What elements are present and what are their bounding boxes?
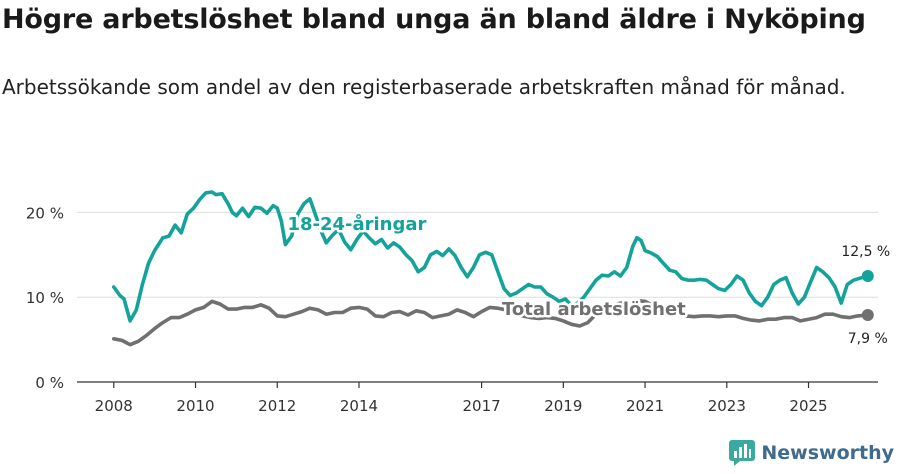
series-line <box>112 190 870 323</box>
x-tick-label: 2008 <box>95 397 133 415</box>
series-label-total: Total arbetslöshet <box>502 299 686 320</box>
x-tick-label: 2025 <box>789 397 827 415</box>
x-axis: 2008 2010 2012 2014 2017 2019 2021 2023 2025 <box>77 381 878 415</box>
y-tick-label: 10 % <box>26 289 64 307</box>
end-label-youth: 12,5 % <box>841 244 890 260</box>
y-axis-ticks: 0 % 10 % 20 % <box>26 204 64 392</box>
series-label-youth: 18-24-åringar <box>287 213 426 235</box>
brand: Newsworthy <box>729 440 894 466</box>
x-tick-label: 2017 <box>462 397 500 415</box>
y-tick-label: 0 % <box>35 374 64 392</box>
x-tick-label: 2019 <box>544 397 582 415</box>
newsworthy-logo-icon <box>729 440 756 466</box>
gridlines <box>77 211 878 298</box>
x-tick-label: 2012 <box>258 397 296 415</box>
x-tick-label: 2010 <box>176 397 214 415</box>
end-label-total: 7,9 % <box>848 331 888 347</box>
x-tick-label: 2021 <box>626 397 664 415</box>
series-line <box>112 298 870 347</box>
end-point-marker <box>861 309 874 322</box>
end-point-marker <box>861 270 874 282</box>
chart-subtitle: Arbetssökande som andel av den registerb… <box>2 75 846 99</box>
chart-title: Högre arbetslöshet bland unga än bland ä… <box>2 4 866 35</box>
x-tick-label: 2023 <box>708 397 746 415</box>
x-tick-label: 2014 <box>340 397 378 415</box>
series-labels: 18-24-åringar Total arbetslöshet 12,5 % 7,9… <box>285 211 890 347</box>
series-lines <box>112 190 874 347</box>
brand-name: Newsworthy <box>761 442 894 464</box>
y-tick-label: 20 % <box>26 204 64 222</box>
